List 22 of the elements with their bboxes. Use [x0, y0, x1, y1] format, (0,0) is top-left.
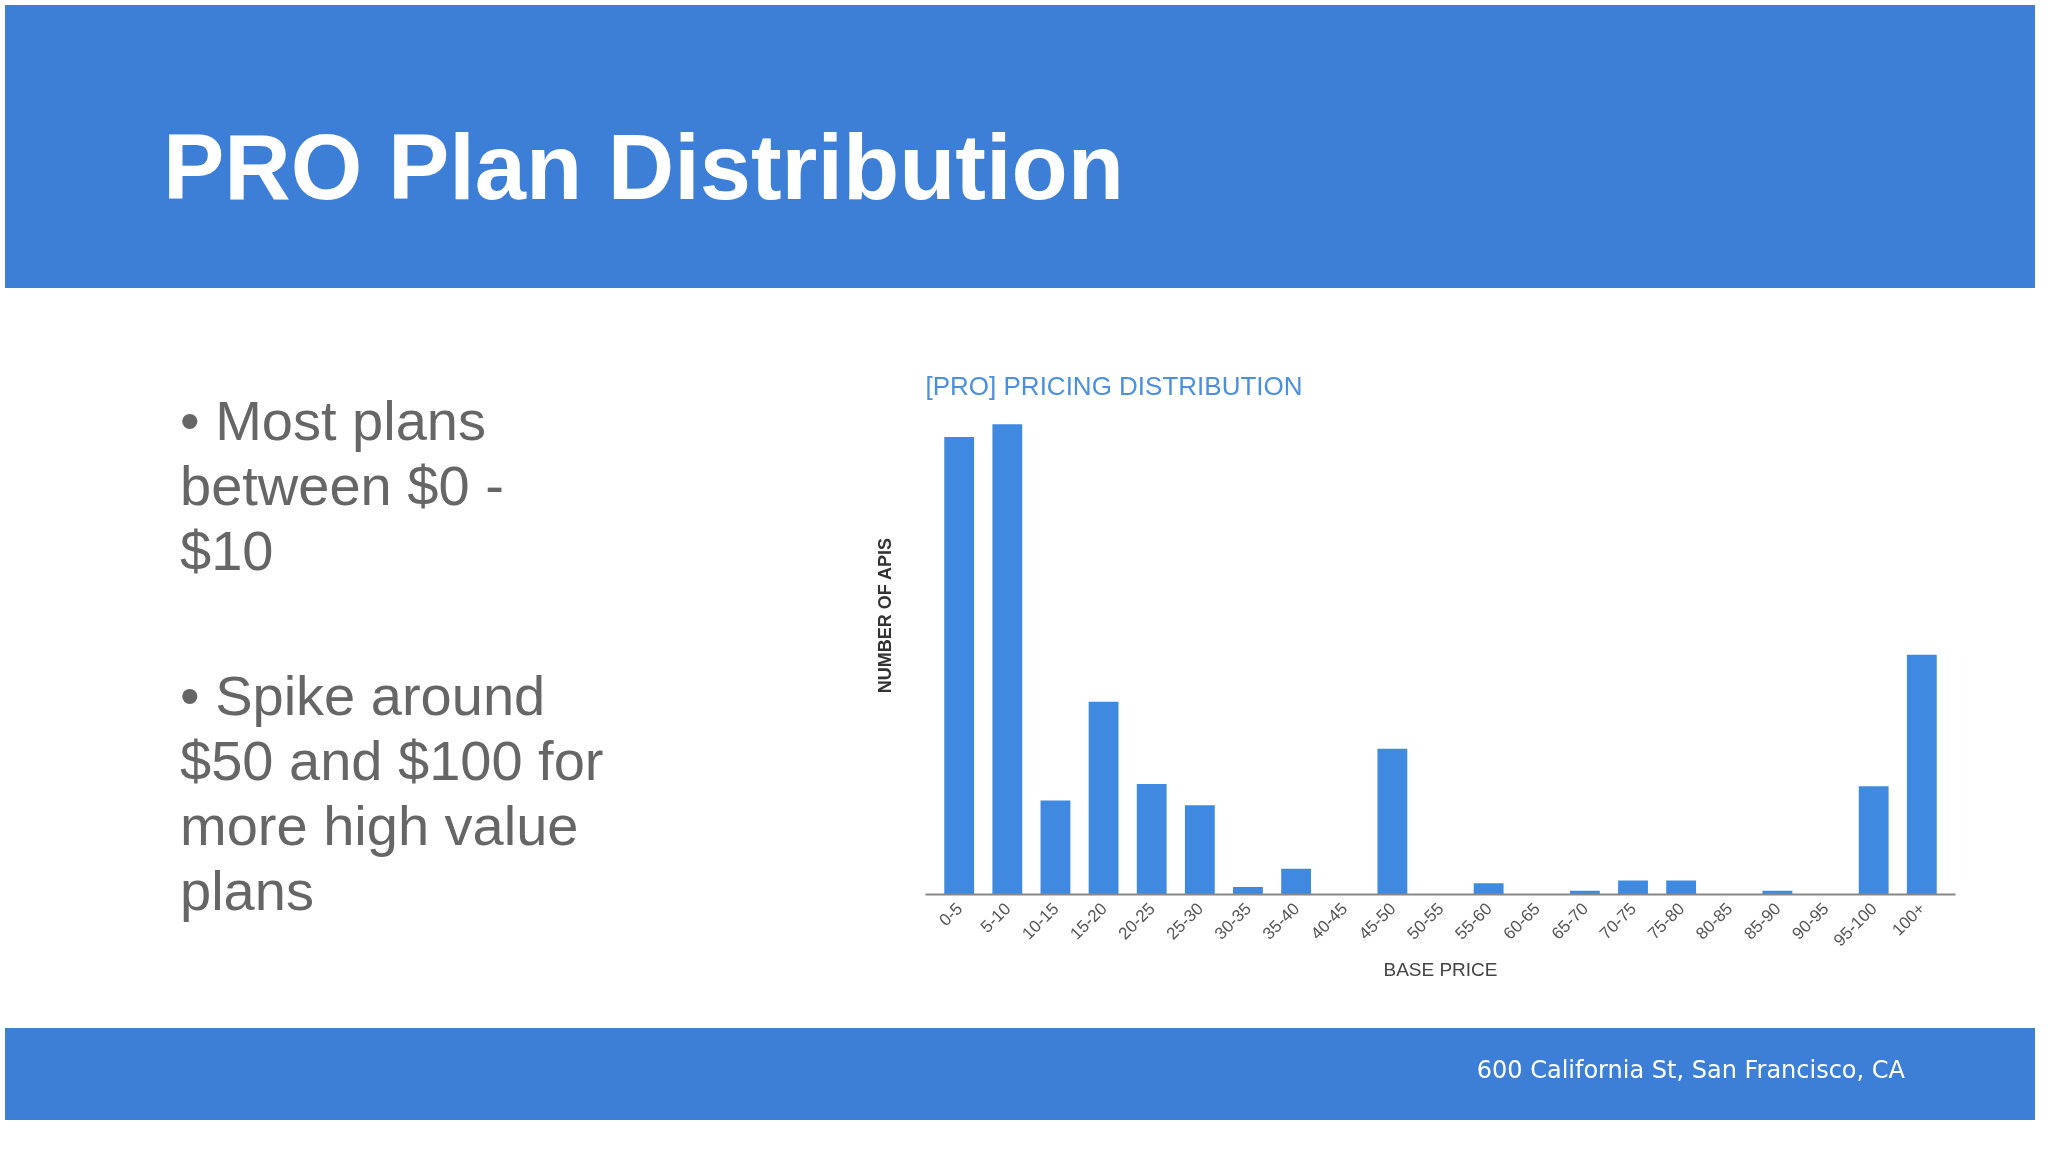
x-tick-label: 0-5 [935, 899, 967, 930]
bar [1184, 805, 1215, 895]
bar [1618, 880, 1648, 895]
bar [1281, 868, 1312, 895]
text: 600 California St, San Francisco, CA [5, 1028, 2035, 1120]
bar [1233, 886, 1263, 895]
x-axis-title: BASE PRICE [1383, 959, 1498, 981]
bar [1136, 784, 1167, 895]
bar [1666, 880, 1697, 895]
text: • Spike around $50 and $100 for more high value plans [180, 663, 605, 923]
bar [1906, 654, 1937, 895]
text: • Most plans between $0 - $10 [180, 388, 505, 583]
bar [1088, 701, 1119, 895]
bar [1040, 800, 1071, 895]
chart-subtitle: [PRO] PRICING DISTRIBUTION [925, 370, 1303, 401]
bar [944, 437, 975, 895]
bar [1473, 883, 1504, 895]
bar [1858, 786, 1889, 895]
y-axis-title: NUMBER OF APIS [875, 538, 896, 694]
bar [1377, 748, 1408, 895]
chart-title: PRO Plan Distribution [5, 5, 2035, 288]
bar [992, 424, 1023, 895]
